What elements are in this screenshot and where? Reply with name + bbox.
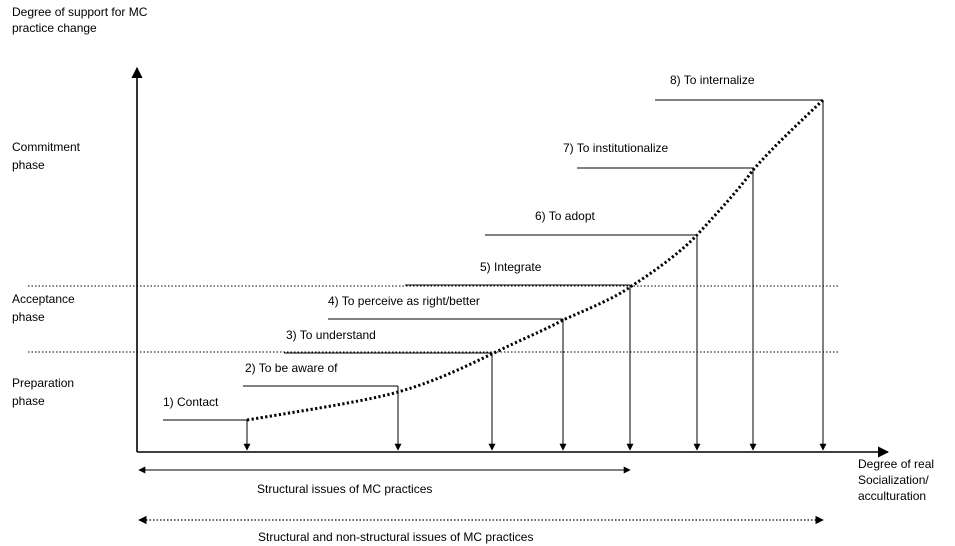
range-structural: Structural issues of MC practices xyxy=(138,466,631,496)
phase-label-commitment: Commitment phase xyxy=(12,140,83,172)
phase-acceptance-line-1: Acceptance xyxy=(12,292,75,306)
range-structural-and-non-structural: Structural and non-structural issues of … xyxy=(138,515,824,544)
y-axis-label-line-1: Degree of support for MC xyxy=(12,5,148,19)
x-axis-label-line-2: Socialization/ xyxy=(858,473,929,487)
range-label: Structural issues of MC practices xyxy=(257,482,432,496)
step-1: 1) Contact xyxy=(163,395,251,451)
step-label: 7) To institutionalize xyxy=(563,141,668,155)
step-label: 4) To perceive as right/better xyxy=(328,294,480,308)
phase-label-preparation: Preparation phase xyxy=(12,376,77,408)
step-5: 5) Integrate xyxy=(405,260,634,451)
step-7: 7) To institutionalize xyxy=(563,141,757,451)
step-3: 3) To understand xyxy=(284,328,496,451)
x-axis-label: Degree of real Socialization/ acculturat… xyxy=(858,457,937,503)
phase-commitment-line-2: phase xyxy=(12,158,45,172)
phase-commitment-line-1: Commitment xyxy=(12,140,81,154)
step-6: 6) To adopt xyxy=(485,209,701,451)
phase-preparation-line-1: Preparation xyxy=(12,376,74,390)
y-axis-label: Degree of support for MC practice change xyxy=(12,5,151,35)
step-label: 2) To be aware of xyxy=(245,361,338,375)
step-label: 5) Integrate xyxy=(480,260,542,274)
x-axis-label-line-1: Degree of real xyxy=(858,457,934,471)
step-2: 2) To be aware of xyxy=(243,361,402,451)
y-axis-label-line-2: practice change xyxy=(12,21,97,35)
step-8: 8) To internalize xyxy=(655,73,827,451)
phase-label-acceptance: Acceptance phase xyxy=(12,292,78,324)
phase-preparation-line-2: phase xyxy=(12,394,45,408)
range-label: Structural and non-structural issues of … xyxy=(258,530,533,544)
x-axis-label-line-3: acculturation xyxy=(858,489,926,503)
step-label: 3) To understand xyxy=(286,328,376,342)
step-label: 1) Contact xyxy=(163,395,219,409)
phase-acceptance-line-2: phase xyxy=(12,310,45,324)
step-label: 6) To adopt xyxy=(535,209,595,223)
step-4: 4) To perceive as right/better xyxy=(328,294,567,451)
step-label: 8) To internalize xyxy=(670,73,755,87)
